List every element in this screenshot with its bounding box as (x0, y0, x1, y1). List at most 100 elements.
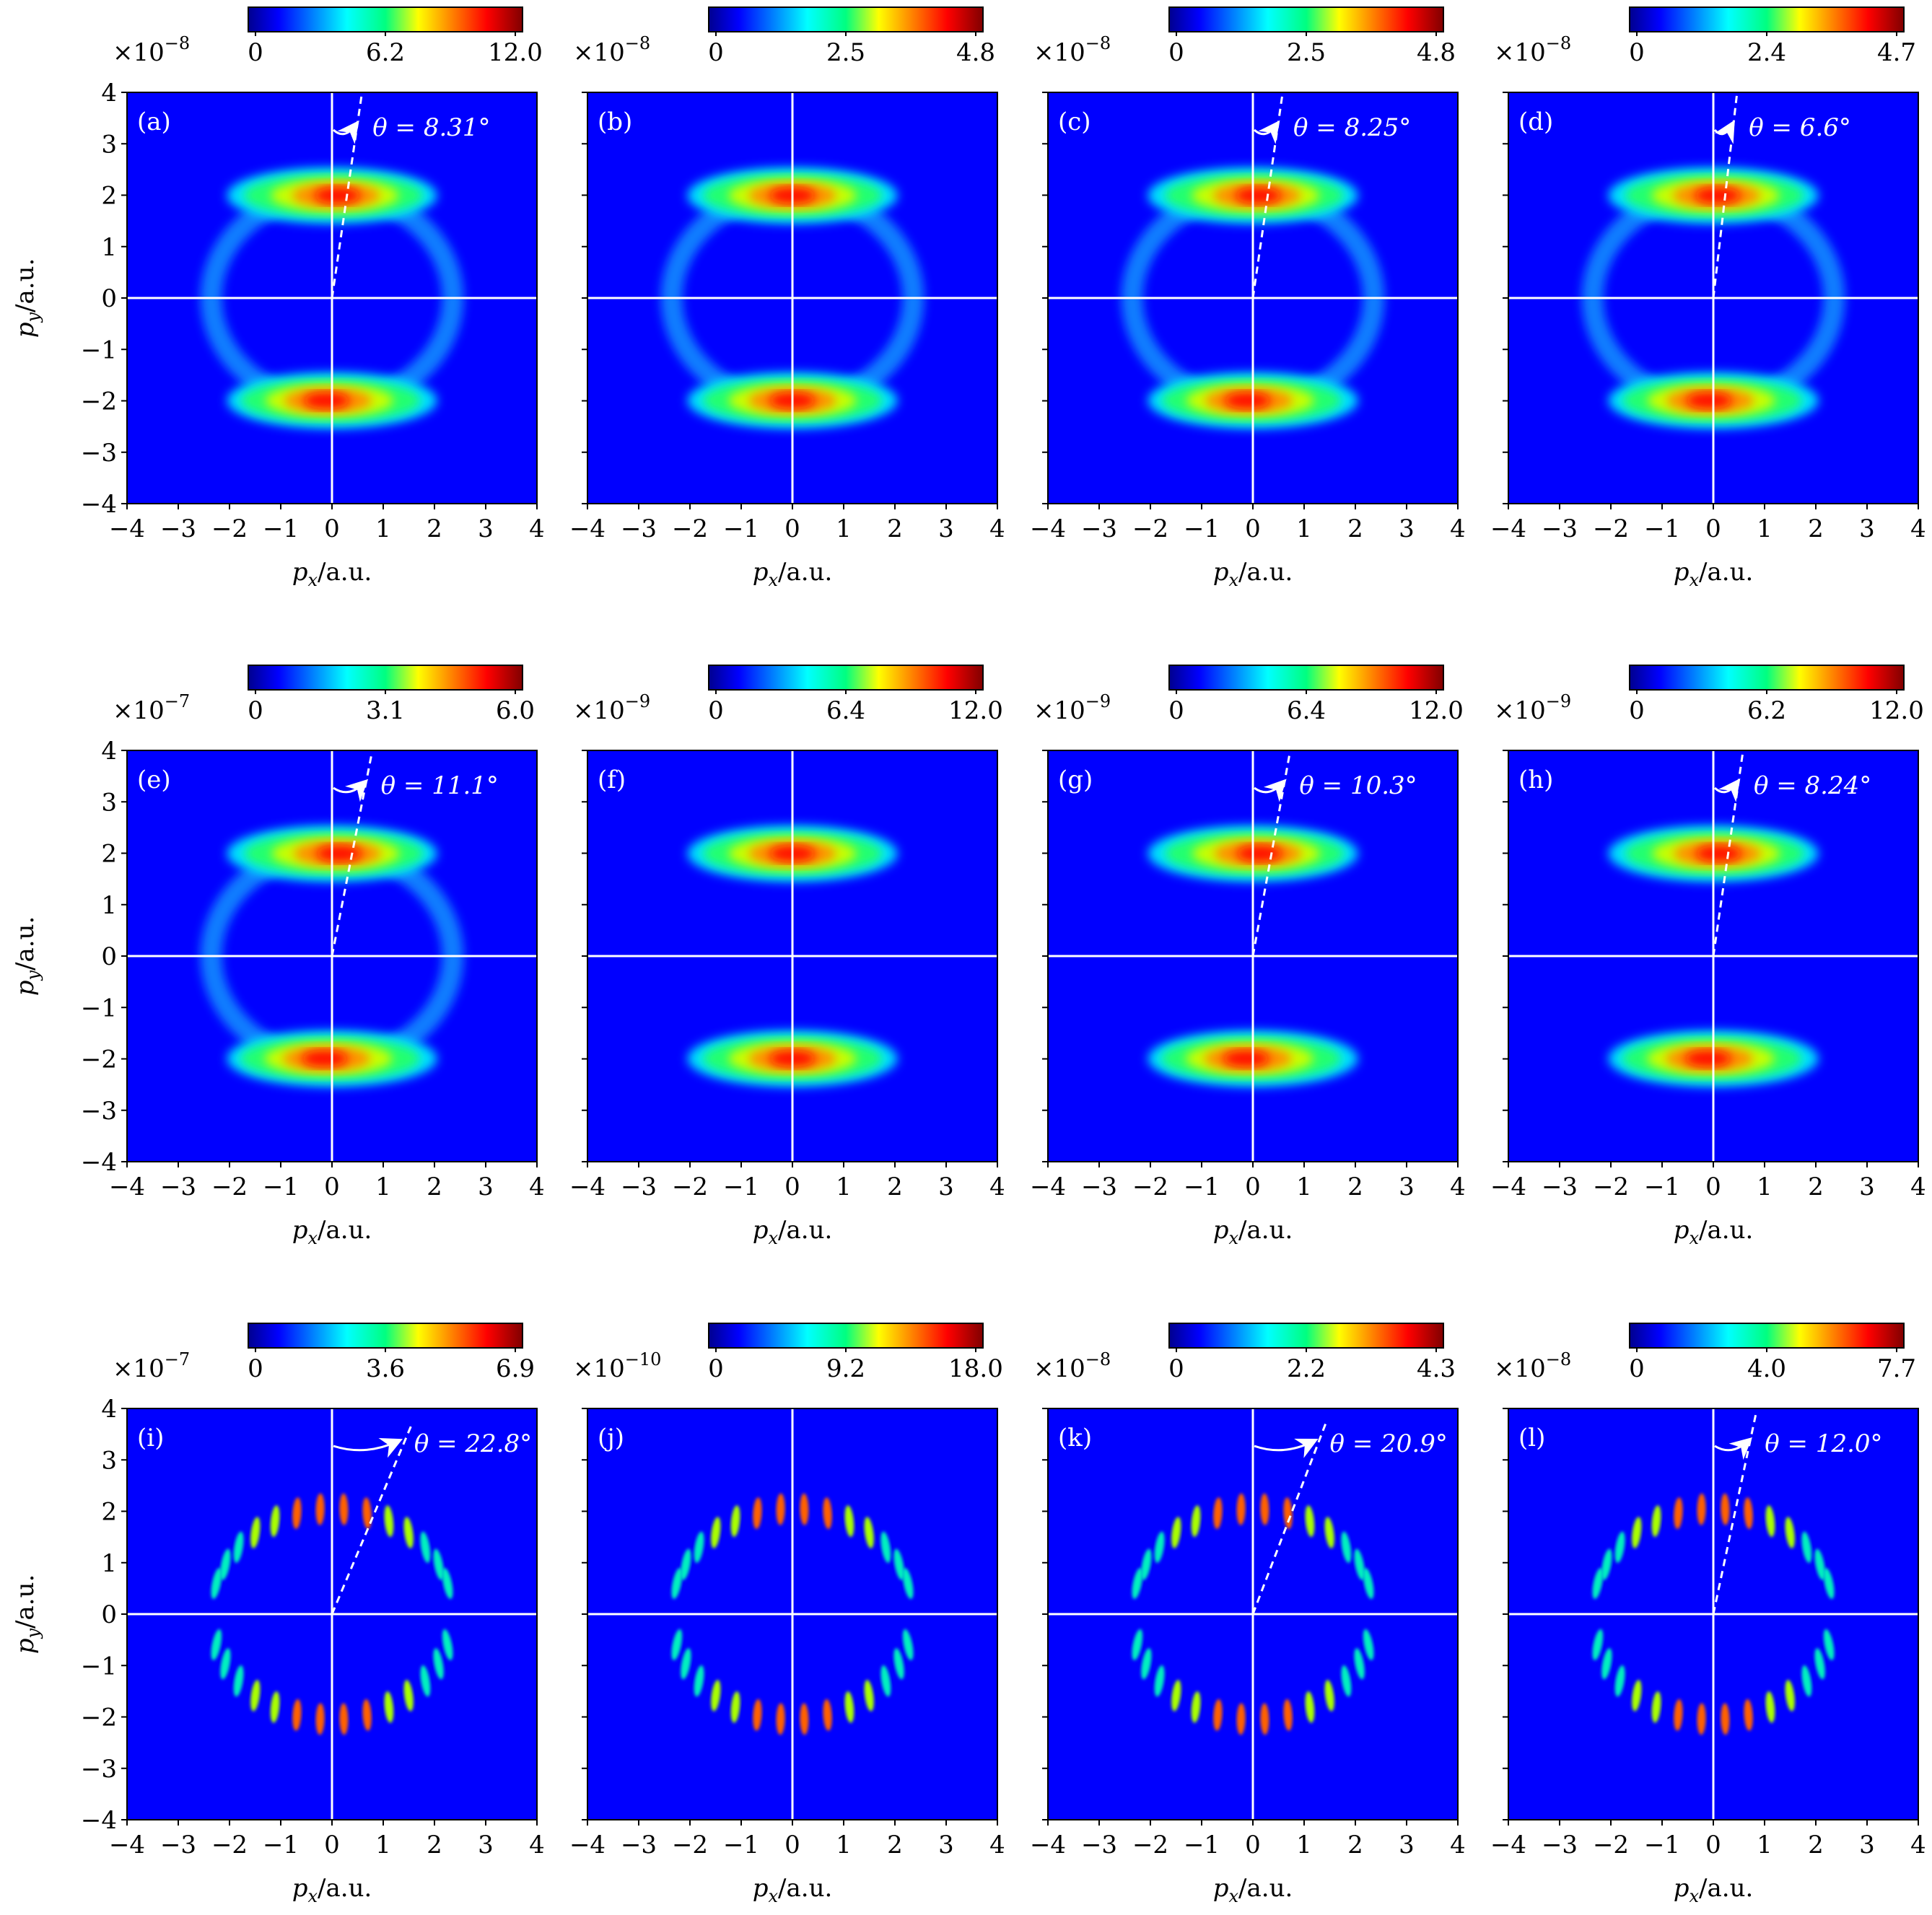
fringe-blob (694, 1531, 704, 1564)
fringe-blob (1324, 1517, 1334, 1548)
rotation-angle-line (1251, 1421, 1328, 1615)
fringe-blob (1674, 1497, 1683, 1530)
x-axis-label: px/a.u. (292, 1874, 372, 1906)
x-tick-label: −1 (1644, 1831, 1680, 1859)
y-tick-label: −2 (81, 387, 117, 416)
fringe-blob (1651, 1691, 1661, 1723)
y-tick-label: 0 (101, 1600, 117, 1629)
panel-f: 0 6.4 12.0 ×10−9 (f) −4 −3 −2 −1 0 1 2 3 4 px/a.u. (569, 665, 1005, 1248)
panel-label: (b) (598, 108, 632, 136)
x-tick-label: 4 (1910, 514, 1926, 543)
x-tick-label: −4 (1030, 1831, 1066, 1859)
theta-label: θ = 8.25° (1293, 113, 1411, 142)
colorbar-tick-label: 9.2 (826, 1354, 865, 1383)
rotation-angle-line (1712, 93, 1739, 299)
x-tick-label: −4 (109, 1173, 145, 1201)
theta-label: θ = 12.0° (1765, 1429, 1882, 1458)
x-axis-label: px/a.u. (292, 558, 372, 590)
x-tick-label: 2 (427, 1831, 442, 1859)
panel-label: (e) (137, 766, 171, 794)
y-tick-label: −4 (81, 490, 117, 519)
fringe-blob (1154, 1665, 1165, 1697)
panel-j: 0 9.2 18.0 ×10−10 (j) −4 −3 −2 −1 0 1 2 3 4 px/a.u. (569, 1323, 1005, 1906)
x-tick-label: 3 (478, 1173, 494, 1201)
y-axis-label: py/a.u. (11, 916, 43, 996)
fringe-blob (864, 1680, 874, 1712)
colorbar-tick-label: 4.8 (956, 38, 995, 67)
x-tick-label: 4 (1450, 514, 1466, 543)
x-tick-label: −3 (160, 1173, 196, 1201)
fringe-blob (1341, 1531, 1352, 1564)
x-axis-label: px/a.u. (1674, 558, 1754, 590)
fringe-blob (1601, 1648, 1612, 1680)
fringe-blob (800, 1493, 809, 1525)
x-tick-label: −4 (109, 1831, 145, 1859)
colorbar-scale-factor: ×10−8 (1033, 1349, 1111, 1383)
colorbar-tick-label: 4.7 (1877, 38, 1916, 67)
fringe-blob (433, 1648, 444, 1680)
fringe-blob (844, 1691, 854, 1723)
panel-h: 0 6.2 12.0 ×10−9 θ = 8.24° (h) −4 −3 −2 −1 0 1 2 3 4 px… (1490, 665, 1926, 1248)
x-tick-label: 4 (1910, 1831, 1926, 1859)
fringe-blob (671, 1629, 683, 1660)
fringe-blob (1592, 1568, 1604, 1600)
x-tick-label: −4 (1490, 514, 1526, 543)
colorbar-tick-label: 0 (708, 1354, 724, 1383)
colorbar-scale-factor: ×10−8 (1033, 33, 1111, 67)
x-tick-label: 0 (784, 514, 800, 543)
fringe-blob (1785, 1517, 1795, 1548)
fringe-blob (315, 1493, 325, 1525)
fringe-blob (220, 1648, 231, 1680)
x-tick-label: −2 (211, 514, 248, 543)
fringe-blob (800, 1703, 809, 1735)
theta-label: θ = 6.6° (1749, 113, 1851, 142)
panel-label: (d) (1518, 108, 1553, 136)
rotation-arrow-icon (1254, 1438, 1319, 1458)
x-tick-label: 1 (836, 1173, 852, 1201)
fringe-blob (292, 1699, 302, 1731)
heatmap-pattern (671, 1493, 914, 1735)
rotation-arrow-icon (1714, 1437, 1753, 1460)
fringe-blob (1614, 1531, 1625, 1564)
colorbar-tick-label: 7.7 (1877, 1354, 1916, 1383)
rotation-arrow-icon (1253, 120, 1280, 144)
x-tick-label: 4 (989, 1831, 1005, 1859)
panel-label: (l) (1518, 1424, 1545, 1452)
x-tick-label: 2 (1808, 1831, 1824, 1859)
x-tick-label: 1 (375, 1173, 391, 1201)
fringe-blob (1614, 1665, 1625, 1697)
x-tick-label: −2 (672, 1831, 708, 1859)
heatmap-pattern (211, 1493, 453, 1735)
panel-l: 0 4.0 7.7 ×10−8 θ = 12.0° (l) −4 −3 −2 −1 0 1 2 3 4 px/… (1490, 1323, 1926, 1906)
fringe-blob (1354, 1648, 1365, 1680)
x-tick-label: −3 (621, 514, 657, 543)
colorbar (1168, 665, 1444, 691)
lobe-layer (1694, 187, 1741, 204)
colorbar-tick-label: 12.0 (1409, 696, 1464, 725)
fringe-blob (681, 1548, 691, 1580)
colorbar-scale-factor: ×10−8 (573, 33, 650, 67)
x-tick-label: −4 (109, 514, 145, 543)
fringe-blob (1785, 1680, 1795, 1712)
y-tick-label: −4 (81, 1148, 117, 1177)
colorbar-tick-label: 2.5 (826, 38, 865, 67)
x-tick-label: −4 (569, 1173, 606, 1201)
rotation-angle-line (1251, 94, 1284, 299)
lobe-layer (1223, 1050, 1269, 1067)
fringe-blob (1171, 1680, 1181, 1712)
panel-c: 0 2.5 4.8 ×10−8 θ = 8.25° (c) −4 −3 −2 −1 0 1 2 3 4 px/… (1030, 6, 1466, 590)
x-tick-label: −1 (1644, 514, 1680, 543)
colorbar-scale-factor: ×10−9 (573, 691, 650, 725)
y-tick-label: −3 (81, 439, 117, 468)
x-tick-label: 2 (887, 1831, 903, 1859)
theta-label: θ = 22.8° (414, 1429, 532, 1458)
x-tick-label: −3 (1542, 1173, 1578, 1201)
x-tick-label: 2 (1347, 514, 1363, 543)
rotation-angle-line (1712, 1412, 1757, 1615)
fringe-blob (671, 1568, 683, 1600)
fringe-blob (1341, 1665, 1352, 1697)
fringe-blob (1354, 1548, 1365, 1580)
x-tick-label: −2 (1132, 1831, 1168, 1859)
fringe-blob (1260, 1703, 1269, 1735)
x-tick-label: 1 (375, 514, 391, 543)
